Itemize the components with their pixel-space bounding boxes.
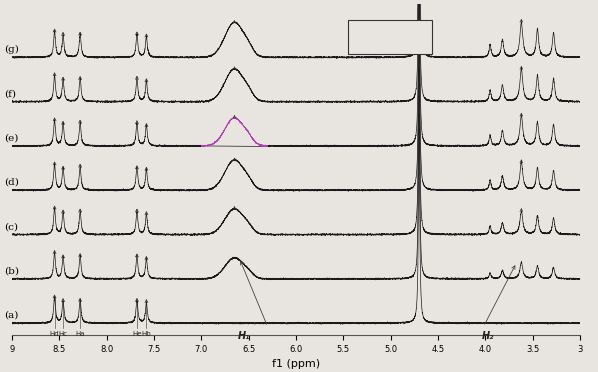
Text: Hc: Hc [59, 331, 68, 337]
Text: (b): (b) [4, 266, 19, 275]
Text: (c): (c) [4, 222, 19, 231]
Text: Ha: Ha [75, 331, 85, 337]
Text: He: He [132, 331, 142, 337]
Text: (e): (e) [4, 134, 19, 142]
Text: (f): (f) [4, 89, 16, 98]
X-axis label: f1 (ppm): f1 (ppm) [272, 359, 320, 369]
Text: (g): (g) [4, 45, 19, 54]
Text: H₁: H₁ [238, 331, 250, 341]
Text: (a): (a) [4, 311, 19, 320]
Text: Hd: Hd [50, 331, 59, 337]
Text: Hb: Hb [142, 331, 151, 337]
FancyBboxPatch shape [348, 20, 432, 54]
Text: (d): (d) [4, 178, 19, 187]
Text: H₂: H₂ [482, 331, 495, 341]
